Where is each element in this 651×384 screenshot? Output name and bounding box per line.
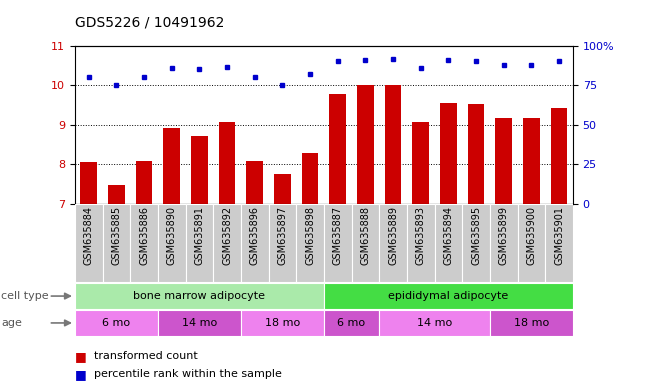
- Text: 14 mo: 14 mo: [417, 318, 452, 328]
- Bar: [268, 204, 296, 282]
- Text: epididymal adipocyte: epididymal adipocyte: [388, 291, 508, 301]
- Bar: [490, 310, 573, 336]
- Text: 6 mo: 6 mo: [102, 318, 130, 328]
- Bar: [518, 204, 545, 282]
- Text: GSM635894: GSM635894: [443, 206, 453, 265]
- Bar: [274, 174, 290, 204]
- Text: 14 mo: 14 mo: [182, 318, 217, 328]
- Text: GSM635892: GSM635892: [222, 206, 232, 265]
- Text: 18 mo: 18 mo: [514, 318, 549, 328]
- Text: cell type: cell type: [1, 291, 49, 301]
- Bar: [75, 283, 324, 309]
- Bar: [135, 161, 152, 204]
- Text: 6 mo: 6 mo: [337, 318, 366, 328]
- Bar: [467, 104, 484, 204]
- Text: GDS5226 / 10491962: GDS5226 / 10491962: [75, 15, 224, 29]
- Bar: [301, 153, 318, 204]
- Bar: [246, 161, 263, 204]
- Text: percentile rank within the sample: percentile rank within the sample: [94, 369, 283, 379]
- Bar: [440, 103, 457, 204]
- Bar: [186, 204, 213, 282]
- Bar: [523, 118, 540, 204]
- Bar: [352, 204, 379, 282]
- Text: GSM635896: GSM635896: [250, 206, 260, 265]
- Text: 18 mo: 18 mo: [265, 318, 300, 328]
- Bar: [75, 310, 158, 336]
- Text: GSM635887: GSM635887: [333, 206, 342, 265]
- Text: ■: ■: [75, 368, 87, 381]
- Bar: [241, 204, 269, 282]
- Bar: [219, 122, 235, 204]
- Bar: [413, 122, 429, 204]
- Bar: [551, 108, 567, 204]
- Bar: [163, 128, 180, 204]
- Text: GSM635888: GSM635888: [361, 206, 370, 265]
- Bar: [379, 310, 490, 336]
- Bar: [490, 204, 518, 282]
- Text: GSM635889: GSM635889: [388, 206, 398, 265]
- Bar: [81, 162, 97, 204]
- Text: GSM635898: GSM635898: [305, 206, 315, 265]
- Text: GSM635890: GSM635890: [167, 206, 176, 265]
- Bar: [241, 310, 324, 336]
- Bar: [296, 204, 324, 282]
- Bar: [158, 204, 186, 282]
- Bar: [191, 136, 208, 204]
- Bar: [103, 204, 130, 282]
- Text: GSM635885: GSM635885: [111, 206, 121, 265]
- Bar: [213, 204, 241, 282]
- Text: bone marrow adipocyte: bone marrow adipocyte: [133, 291, 266, 301]
- Bar: [545, 204, 573, 282]
- Text: transformed count: transformed count: [94, 351, 198, 361]
- Bar: [435, 204, 462, 282]
- Bar: [407, 204, 435, 282]
- Bar: [130, 204, 158, 282]
- Bar: [324, 204, 352, 282]
- Text: age: age: [1, 318, 22, 328]
- Text: GSM635897: GSM635897: [277, 206, 287, 265]
- Bar: [158, 310, 241, 336]
- Bar: [385, 86, 401, 204]
- Bar: [108, 185, 125, 204]
- Bar: [329, 94, 346, 204]
- Bar: [379, 204, 407, 282]
- Text: ■: ■: [75, 350, 87, 363]
- Bar: [324, 283, 573, 309]
- Text: GSM635901: GSM635901: [554, 206, 564, 265]
- Bar: [324, 310, 379, 336]
- Bar: [75, 204, 103, 282]
- Bar: [357, 86, 374, 204]
- Text: GSM635899: GSM635899: [499, 206, 508, 265]
- Bar: [462, 204, 490, 282]
- Text: GSM635891: GSM635891: [195, 206, 204, 265]
- Text: GSM635886: GSM635886: [139, 206, 149, 265]
- Text: GSM635893: GSM635893: [416, 206, 426, 265]
- Bar: [495, 118, 512, 204]
- Text: GSM635884: GSM635884: [84, 206, 94, 265]
- Text: GSM635895: GSM635895: [471, 206, 481, 265]
- Text: GSM635900: GSM635900: [527, 206, 536, 265]
